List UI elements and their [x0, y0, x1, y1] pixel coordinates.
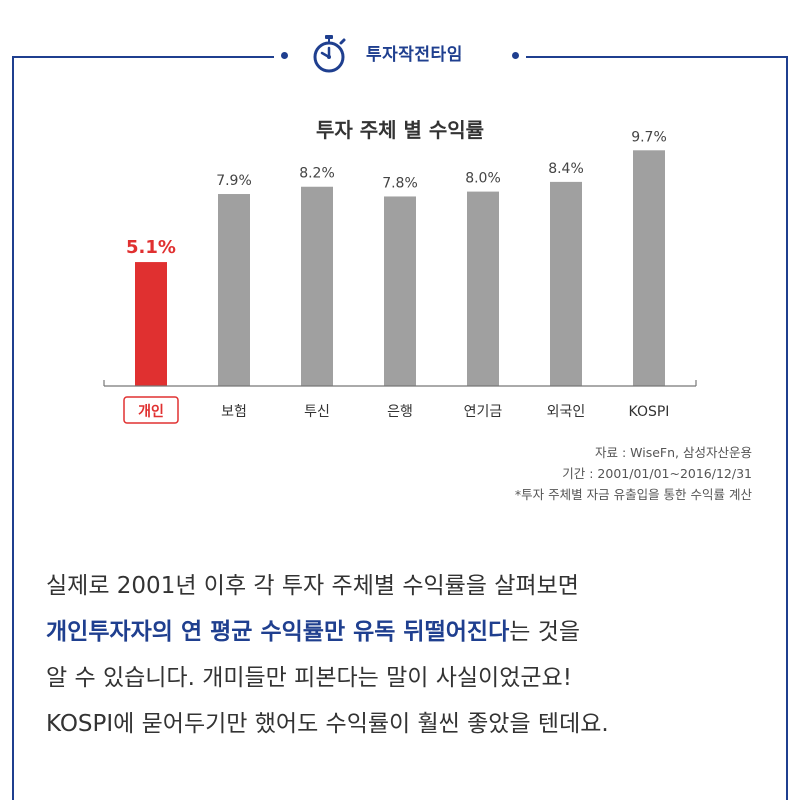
chart-title: 투자 주체 별 수익률	[315, 118, 485, 142]
body-text: 실제로 2001년 이후 각 투자 주체별 수익률을 살펴보면 개인투자자의 연…	[46, 563, 766, 747]
header: 투자작전타임	[0, 22, 800, 78]
value-label-6: 9.7%	[631, 129, 667, 145]
bar-chart: 5.1% 개인 7.9% 보험 8.2% 투신 7.8% 은행 8.0% 연기금 8.4% 외국인 9.…	[103, 129, 697, 424]
body-line-2: 개인투자자의 연 평균 수익률만 유독 뒤떨어진다는 것을	[46, 609, 766, 655]
frame-top-right	[526, 56, 788, 58]
frame-left	[12, 56, 14, 800]
bar-3	[384, 196, 416, 386]
category-label-2: 투신	[304, 404, 330, 420]
highlight-box	[123, 396, 179, 424]
category-label-1: 보험	[221, 404, 247, 420]
value-label-4: 8.0%	[465, 171, 501, 187]
bar-1	[218, 194, 250, 386]
body-line-3: 알 수 있습니다. 개미들만 피본다는 말이 사실이었군요!	[46, 665, 572, 691]
value-label-0: 5.1%	[126, 237, 176, 258]
category-label-5: 외국인	[547, 404, 586, 420]
header-dot-right	[512, 52, 519, 59]
bar-0	[135, 262, 167, 386]
category-label-4: 연기금	[464, 404, 503, 420]
stopwatch-icon	[313, 35, 346, 73]
category-label-0: 개인	[138, 403, 164, 420]
period-note: 기간 : 2001/01/01~2016/12/31	[562, 466, 752, 481]
footnote: *투자 주체별 자금 유출입을 통한 수익률 계산	[514, 487, 752, 502]
body-emphasis: 개인투자자의 연 평균 수익률만 유독 뒤떨어진다	[46, 619, 510, 645]
bar-6	[633, 150, 665, 386]
value-label-5: 8.4%	[548, 161, 584, 177]
body-line-2-rest: 는 것을	[509, 619, 581, 645]
category-label-6: KOSPI	[629, 404, 670, 420]
value-label-1: 7.9%	[216, 173, 252, 189]
header-dot-left	[281, 52, 288, 59]
frame-right	[786, 56, 788, 800]
category-label-3: 은행	[387, 404, 413, 420]
chart-notes: 자료 : WiseFn, 삼성자산운용 기간 : 2001/01/01~2016…	[515, 442, 752, 505]
frame-top-left	[12, 56, 274, 58]
body-line-4: KOSPI에 묻어두기만 했어도 수익률이 훨씬 좋았을 텐데요.	[46, 711, 609, 737]
source-note: 자료 : WiseFn, 삼성자산운용	[595, 445, 752, 460]
bar-5	[550, 181, 582, 386]
bar-2	[301, 186, 333, 386]
bar-4	[467, 191, 499, 386]
body-line-1: 실제로 2001년 이후 각 투자 주체별 수익률을 살펴보면	[46, 573, 579, 599]
value-label-2: 8.2%	[299, 166, 335, 182]
value-label-3: 7.8%	[382, 175, 418, 191]
header-title: 투자작전타임	[366, 45, 463, 65]
